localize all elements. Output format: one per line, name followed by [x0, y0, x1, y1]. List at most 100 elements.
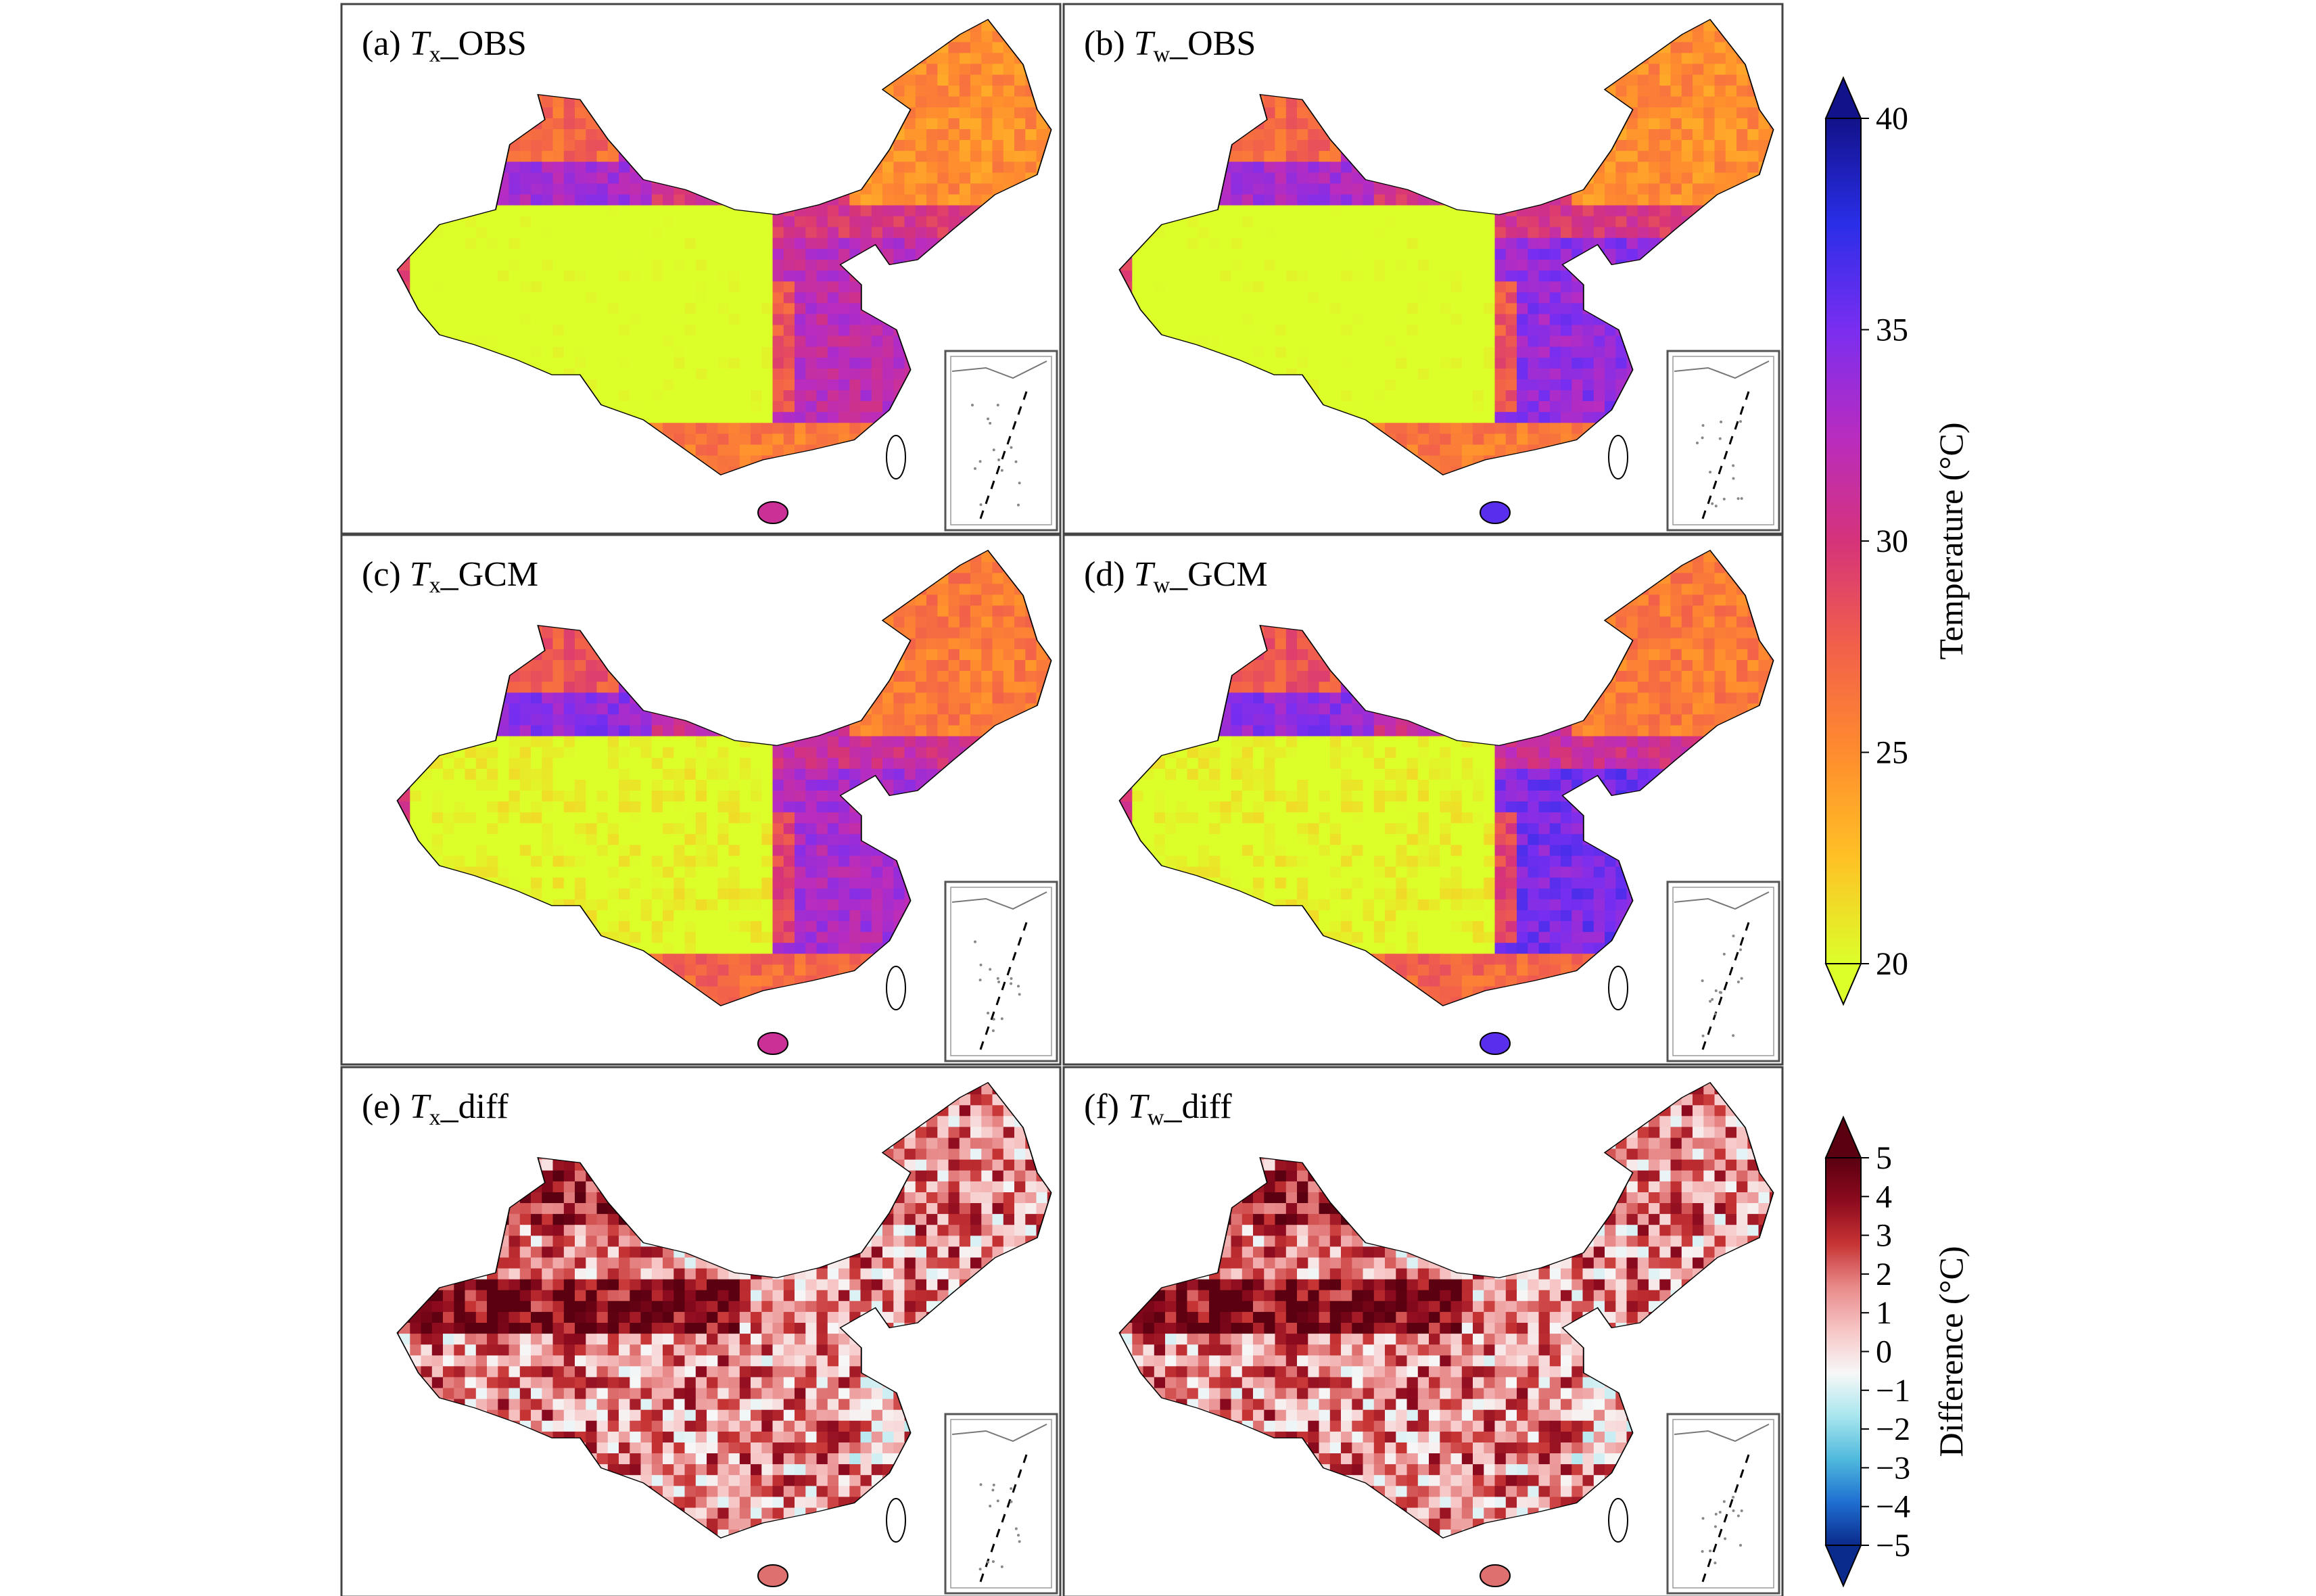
map-cell — [1329, 162, 1342, 174]
map-cell — [1165, 314, 1177, 326]
map-cell — [575, 194, 587, 206]
map-cell — [663, 357, 675, 369]
map-cell — [1681, 140, 1693, 151]
map-cell — [1297, 118, 1309, 130]
map-cell — [1275, 227, 1287, 239]
map-cell — [1615, 227, 1628, 239]
map-cell — [816, 216, 828, 228]
map-cell — [783, 412, 795, 424]
map-cell — [948, 118, 960, 130]
map-cell — [1637, 237, 1649, 250]
map-cell — [1637, 140, 1649, 151]
map-cell — [772, 368, 784, 380]
map-cell — [454, 281, 466, 294]
map-cell — [487, 335, 499, 348]
map-cell — [871, 216, 883, 228]
map-cell — [795, 260, 807, 271]
map-cell — [849, 325, 861, 337]
map-cell — [431, 292, 444, 304]
map-cell — [1615, 237, 1628, 250]
map-cell — [783, 423, 795, 435]
map-cell — [1373, 260, 1386, 271]
map-cell — [1429, 325, 1441, 337]
map-cell — [838, 216, 851, 228]
map-cell — [1615, 248, 1628, 260]
map-cell — [1253, 248, 1265, 260]
map-cell — [1593, 227, 1605, 239]
map-cell — [795, 433, 807, 446]
panel-a-tx-obs: (a) Tx_OBS — [341, 4, 1060, 534]
map-cell — [663, 271, 675, 282]
map-cell — [849, 412, 861, 424]
map-cell — [915, 162, 927, 174]
map-cell — [586, 183, 598, 195]
map-cell — [619, 335, 631, 348]
map-cell — [519, 260, 531, 271]
map-cell — [651, 205, 663, 217]
map-cell — [454, 260, 466, 271]
map-cell — [1231, 216, 1243, 228]
map-cell — [619, 379, 631, 391]
map-cell — [1538, 335, 1551, 348]
map-cell — [1505, 346, 1517, 358]
map-cell — [717, 227, 730, 239]
map-cell — [926, 172, 939, 185]
map-cell — [443, 325, 455, 337]
map-cell — [1352, 335, 1364, 348]
map-cell — [1571, 303, 1584, 315]
map-cell — [1714, 129, 1726, 141]
map-cell — [575, 162, 587, 174]
map-cell — [575, 216, 587, 228]
map-cell — [1373, 281, 1386, 294]
map-cell — [695, 292, 707, 304]
map-cell — [1242, 335, 1254, 348]
map-cell — [1329, 227, 1342, 239]
map-cell — [1220, 248, 1232, 260]
map-cell — [695, 314, 707, 326]
map-cell — [1747, 129, 1759, 141]
map-cell — [1549, 216, 1561, 228]
map-cell — [475, 260, 488, 271]
map-cell — [630, 390, 642, 402]
map-cell — [542, 162, 554, 174]
map-cell — [1385, 271, 1397, 282]
map-cell — [761, 444, 774, 456]
map-cell — [1231, 281, 1243, 294]
map-cell — [1275, 237, 1287, 250]
map-cell — [684, 271, 696, 282]
map-cell — [1681, 151, 1693, 162]
map-cell — [1725, 107, 1737, 119]
map-cell — [465, 216, 477, 228]
map-cell — [563, 271, 575, 282]
map-cell — [1681, 96, 1693, 108]
map-cell — [948, 172, 960, 185]
map-cell — [970, 194, 983, 206]
map-cell — [1308, 216, 1320, 228]
map-cell — [1154, 314, 1166, 326]
map-cell — [1725, 162, 1737, 174]
map-cell — [607, 292, 619, 304]
map-cell — [1571, 325, 1584, 337]
map-cell — [992, 42, 1004, 54]
map-cell — [1352, 248, 1364, 260]
map-cell — [1154, 271, 1166, 282]
map-cell — [948, 183, 960, 195]
map-cell — [1329, 281, 1342, 294]
map-cell — [751, 303, 763, 315]
map-cell — [1649, 194, 1661, 206]
map-cell — [904, 118, 916, 130]
map-cell — [1373, 335, 1386, 348]
map-cell — [1649, 118, 1661, 130]
map-cell — [1165, 248, 1177, 260]
map-cell — [783, 325, 795, 337]
map-cell — [1670, 42, 1682, 54]
map-cell — [575, 205, 587, 217]
map-cell — [552, 292, 565, 304]
map-cell — [1308, 292, 1320, 304]
map-cell — [1528, 237, 1540, 250]
map-cell — [1407, 314, 1419, 326]
map-cell — [552, 205, 565, 217]
map-cell — [1363, 248, 1375, 260]
map-cell — [531, 237, 543, 250]
map-cell — [981, 172, 993, 185]
